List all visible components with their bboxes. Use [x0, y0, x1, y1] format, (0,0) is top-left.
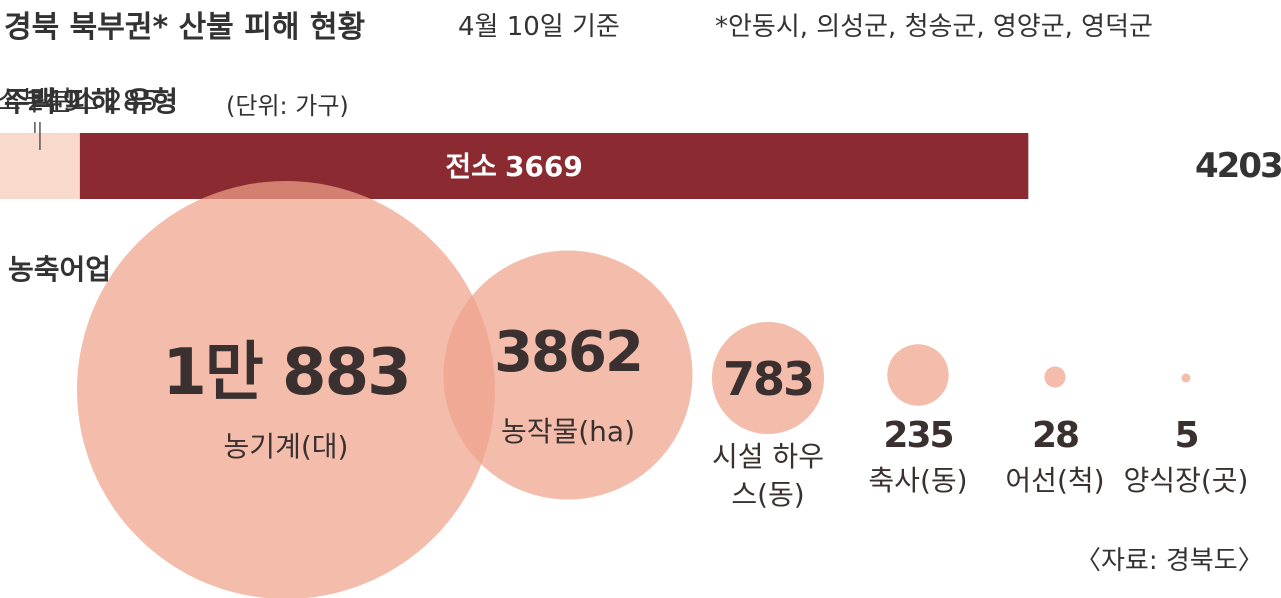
segment-name: 전소	[445, 150, 497, 183]
bubble	[77, 181, 495, 598]
segment-label: 전소 3669	[445, 150, 582, 183]
bubble	[443, 250, 693, 500]
segment-value: 249	[27, 84, 80, 117]
date: 4월 10일 기준	[458, 12, 620, 42]
bubble-value: 5	[1174, 415, 1199, 456]
bubble	[1181, 373, 1191, 383]
note: *안동시, 의성군, 청송군, 영양군, 영덕군	[715, 12, 1153, 42]
segment-label: 부분소 285	[22, 84, 159, 117]
bubble-category: 어선(척)	[1005, 464, 1105, 497]
bar-segment	[0, 133, 1029, 199]
bubble-category: 농작물(ha)	[500, 415, 636, 448]
bubble-value: 3862	[494, 320, 644, 385]
bubble-category: 양식장(곳)	[1123, 464, 1249, 497]
bubble	[711, 321, 825, 435]
bubble-category: 시설 하우스(동)	[712, 440, 824, 511]
bubble	[887, 344, 949, 406]
bubble-value: 1만 883	[162, 336, 411, 410]
segment-name: 부분소	[22, 84, 99, 117]
bubble-category: 축사(동)	[868, 464, 968, 497]
bubble	[1044, 366, 1066, 388]
bubble-value: 235	[883, 415, 954, 456]
segment-label: 반소249	[0, 84, 80, 117]
bubble-category: 농기계(대)	[223, 430, 349, 463]
segment-value: 285	[105, 84, 158, 117]
title: 경북 북부권* 산불 피해 현황	[4, 10, 366, 45]
segment-value: 3669	[505, 150, 583, 183]
segment-name: 반소	[0, 84, 21, 117]
source: 〈자료: 경북도〉	[1075, 546, 1264, 576]
bubble-value: 783	[722, 352, 815, 406]
bar-subtitle: (단위: 가구)	[226, 92, 349, 120]
bubble-title: 농축어업	[8, 253, 112, 286]
bar-title: 주택 피해 유형	[4, 85, 179, 118]
bubble-value: 28	[1031, 415, 1080, 456]
total: 4203	[1195, 146, 1281, 186]
